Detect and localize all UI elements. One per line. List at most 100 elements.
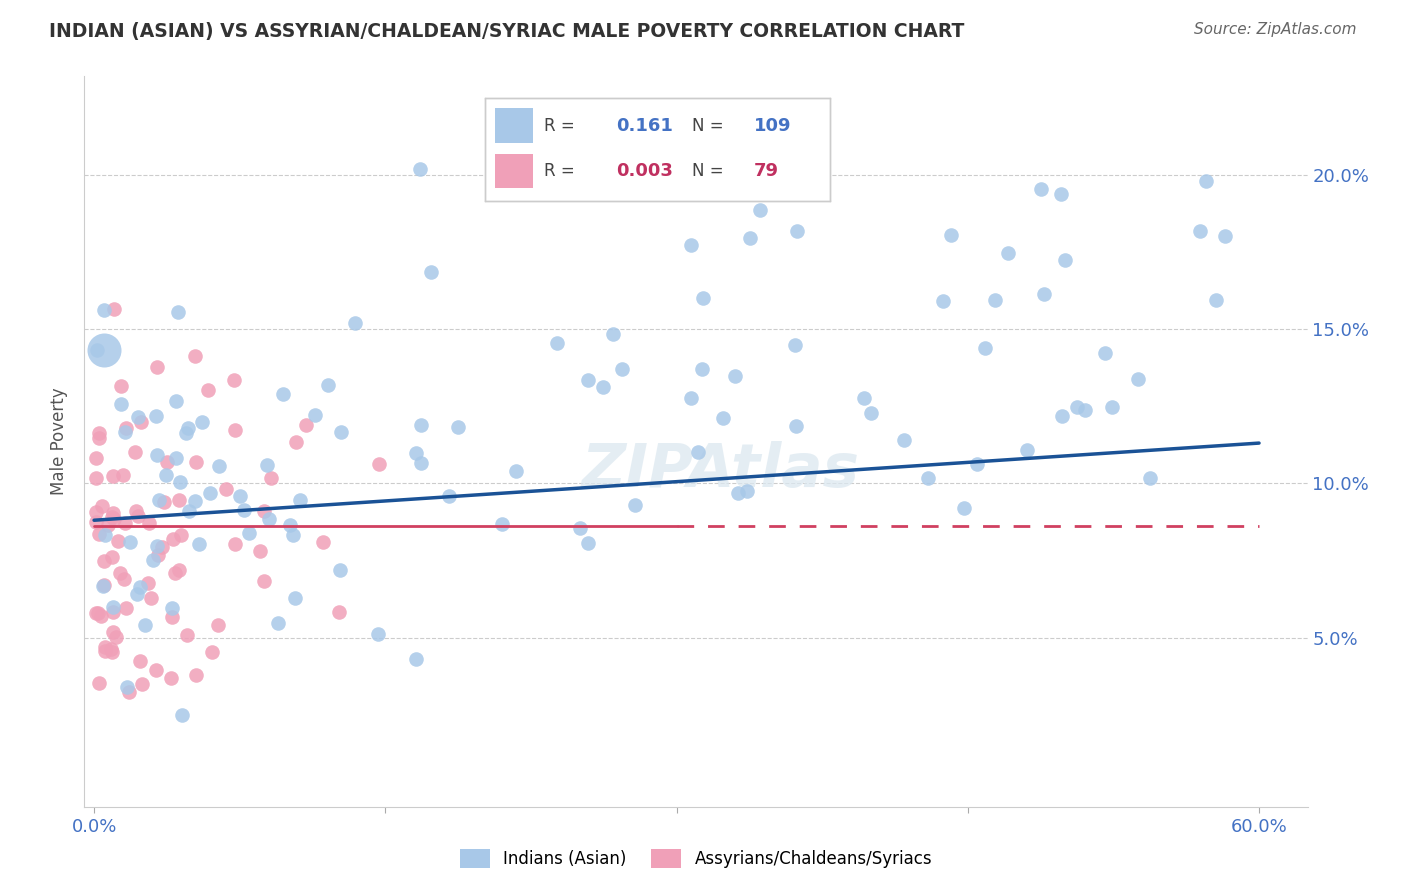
Point — [103, 468, 125, 483]
Point — [568, 520, 591, 534]
Point — [1094, 346, 1116, 360]
Point — [941, 228, 963, 243]
Point — [118, 535, 141, 549]
Point — [1032, 287, 1054, 301]
Point — [136, 576, 159, 591]
Legend: Indians (Asian), Assyrians/Chaldeans/Syriacs: Indians (Asian), Assyrians/Chaldeans/Syr… — [460, 849, 932, 869]
Text: Source: ZipAtlas.com: Source: ZipAtlas.com — [1194, 22, 1357, 37]
Point — [249, 544, 271, 558]
Point — [288, 493, 311, 508]
Point — [101, 510, 124, 524]
Point — [162, 600, 184, 615]
Point — [87, 425, 110, 440]
Point — [198, 486, 221, 500]
Point — [155, 468, 177, 483]
Point — [89, 431, 111, 445]
Point — [101, 625, 124, 640]
Point — [711, 410, 734, 425]
Point — [222, 373, 245, 387]
Point — [174, 425, 197, 440]
Point — [89, 676, 111, 690]
Point — [114, 420, 136, 434]
Point — [146, 548, 169, 562]
Text: 109: 109 — [754, 117, 792, 135]
Point — [150, 540, 173, 554]
Point — [146, 448, 169, 462]
Point — [505, 464, 527, 478]
Point — [134, 618, 156, 632]
Point — [125, 504, 148, 518]
Point — [105, 630, 128, 644]
Point — [260, 471, 283, 485]
Point — [257, 512, 280, 526]
Point — [852, 391, 875, 405]
Point — [110, 397, 132, 411]
Point — [1050, 187, 1073, 202]
Point — [131, 676, 153, 690]
Point — [576, 536, 599, 550]
Point — [724, 369, 747, 384]
Point — [141, 591, 163, 605]
Point — [146, 539, 169, 553]
Point — [86, 343, 108, 357]
Point — [984, 293, 1007, 307]
Point — [546, 335, 568, 350]
Point — [201, 645, 224, 659]
Point — [592, 380, 614, 394]
Point — [188, 537, 211, 551]
Text: 0.161: 0.161 — [616, 117, 673, 135]
Text: ZIPAtlas: ZIPAtlas — [582, 442, 859, 500]
Point — [84, 606, 107, 620]
Point — [94, 640, 117, 654]
Point — [367, 627, 389, 641]
Bar — [495, 108, 533, 144]
Point — [437, 489, 460, 503]
Point — [409, 161, 432, 176]
Point — [97, 517, 120, 532]
Point — [491, 516, 513, 531]
Point — [1015, 443, 1038, 458]
Text: N =: N = — [692, 117, 723, 135]
Point — [145, 409, 167, 424]
Point — [329, 563, 352, 577]
Text: INDIAN (ASIAN) VS ASSYRIAN/CHALDEAN/SYRIAC MALE POVERTY CORRELATION CHART: INDIAN (ASIAN) VS ASSYRIAN/CHALDEAN/SYRI… — [49, 22, 965, 41]
Point — [253, 574, 276, 588]
Point — [224, 537, 246, 551]
Point — [165, 450, 187, 465]
Text: N =: N = — [692, 162, 723, 180]
Point — [997, 246, 1019, 260]
Text: 0.003: 0.003 — [616, 162, 673, 180]
Point — [183, 350, 205, 364]
Point — [748, 203, 770, 218]
Point — [1188, 224, 1211, 238]
Point — [328, 605, 350, 619]
Point — [932, 293, 955, 308]
Point — [224, 423, 246, 437]
Text: R =: R = — [544, 117, 575, 135]
Point — [118, 685, 141, 699]
Point — [271, 386, 294, 401]
Point — [176, 627, 198, 641]
Point — [1195, 174, 1218, 188]
Point — [110, 566, 132, 580]
Point — [679, 392, 702, 406]
Point — [146, 360, 169, 375]
Point — [610, 362, 633, 376]
Point — [368, 457, 391, 471]
Point — [1128, 372, 1150, 386]
Point — [153, 494, 176, 508]
Point — [162, 533, 184, 547]
Point — [91, 579, 114, 593]
Point — [93, 643, 115, 657]
Point — [191, 415, 214, 429]
Point — [103, 605, 125, 619]
Point — [93, 578, 115, 592]
Point — [166, 305, 188, 319]
Point — [93, 343, 115, 358]
Point — [184, 494, 207, 508]
Point — [973, 341, 995, 355]
Point — [688, 444, 710, 458]
Point — [165, 394, 187, 409]
Point — [172, 707, 194, 722]
Point — [145, 664, 167, 678]
